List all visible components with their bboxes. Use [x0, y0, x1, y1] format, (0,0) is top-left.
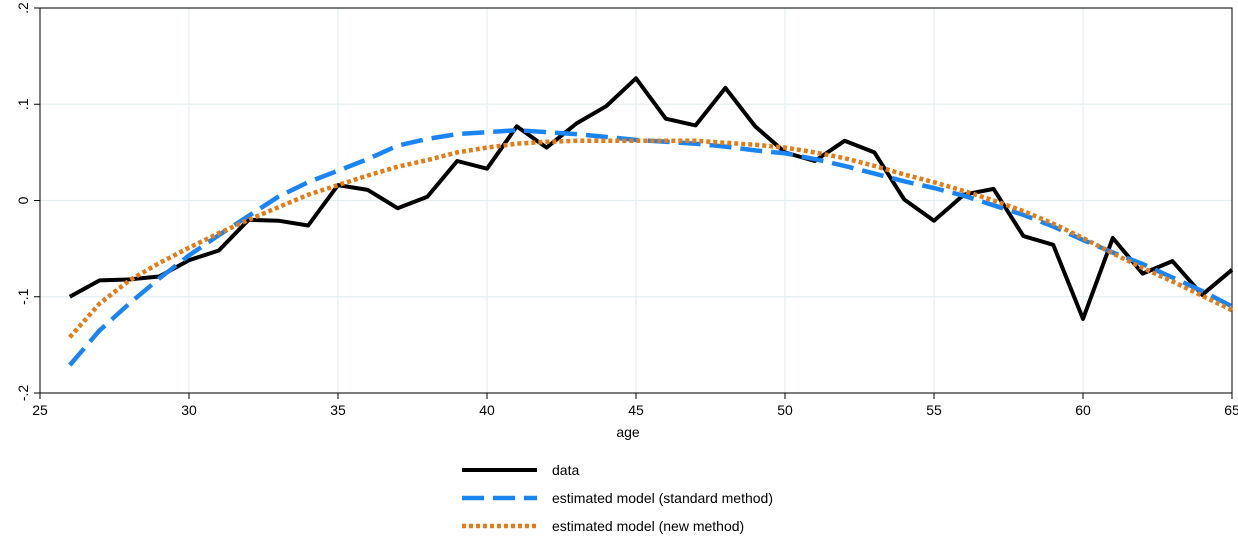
x-tick-label: 55	[926, 402, 942, 418]
legend-label-3: estimated model (new method)	[552, 518, 744, 534]
axes: 25 30 35 40 45 50 55 60 65 -.2 -.1 0 .1 .2	[15, 2, 1238, 418]
y-tick-label: -.2	[15, 385, 31, 402]
legend-label-2: estimated model (standard method)	[552, 490, 773, 506]
x-tick-label: 25	[32, 402, 48, 418]
series-layer	[68, 76, 1234, 367]
series-line-3	[68, 138, 1233, 339]
series-line-1	[68, 76, 1234, 321]
x-tick-label: 35	[330, 402, 346, 418]
y-tick-label: 0	[15, 196, 31, 204]
legend-label-1: data	[552, 462, 579, 478]
y-tick-label: .1	[15, 98, 31, 110]
x-tick-label: 50	[777, 402, 793, 418]
x-tick-label: 65	[1224, 402, 1238, 418]
x-tick-label: 60	[1075, 402, 1091, 418]
y-tick-label: .2	[15, 2, 31, 14]
x-tick-label: 30	[181, 402, 197, 418]
legend: data estimated model (standard method) est…	[462, 462, 773, 534]
x-tick-label: 45	[628, 402, 644, 418]
y-tick-label: -.1	[15, 288, 31, 305]
x-tick-label: 40	[479, 402, 495, 418]
x-axis-title: age	[616, 424, 640, 440]
